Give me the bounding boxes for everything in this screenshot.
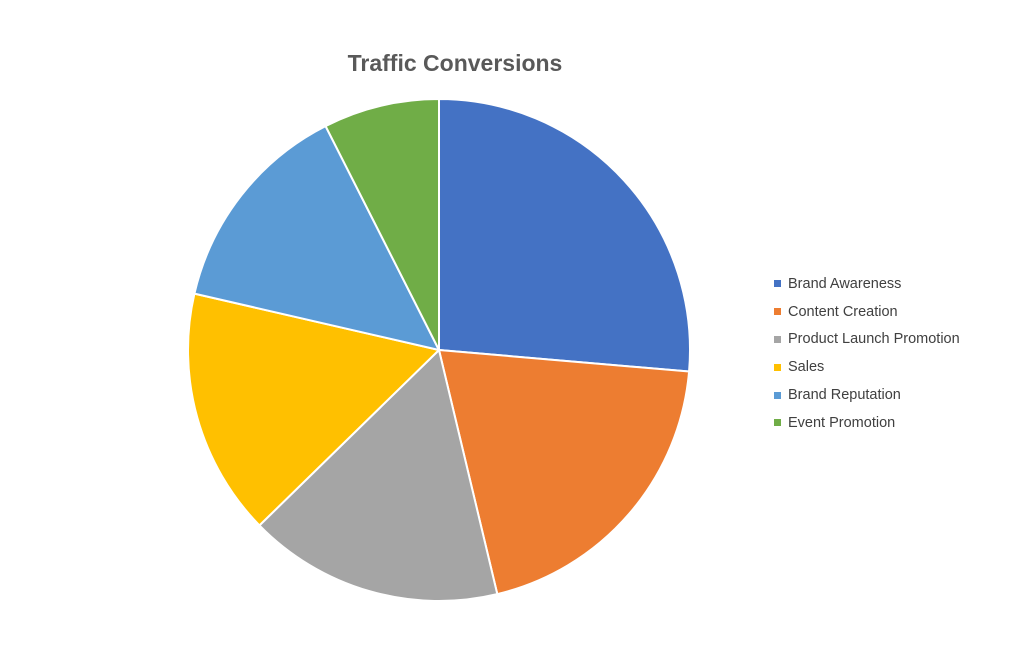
legend-item-event-promotion: Event Promotion [774,409,1014,437]
legend-item-brand-reputation: Brand Reputation [774,381,1014,409]
legend-swatch [774,391,781,399]
pie-slice-brand-reputation [193,125,440,351]
legend-label: Brand Awareness [788,275,902,292]
pie-slice-product-launch-promotion [258,349,499,602]
legend-item-brand-awareness: Brand Awareness [774,270,1014,298]
legend-label: Sales [788,359,825,376]
legend-label: Product Launch Promotion [788,331,960,348]
pie-slice-content-creation [438,349,691,596]
legend-label: Content Creation [788,303,898,320]
legend-swatch [774,308,781,316]
legend-item-product-launch-promotion: Product Launch Promotion [774,326,1014,354]
legend-swatch [774,280,781,288]
legend-item-content-creation: Content Creation [774,298,1014,326]
legend-swatch [774,335,781,343]
legend: Brand Awareness Content Creation Product L… [774,270,1014,437]
pie-slice-sales [187,292,440,527]
legend-swatch [774,363,781,371]
legend-item-sales: Sales [774,353,1014,381]
pie-slice-brand-awareness [438,98,691,373]
pie-slice-event-promotion [324,98,440,351]
legend-swatch [774,419,781,427]
legend-label: Event Promotion [788,414,896,431]
chart-title: Traffic Conversions [347,50,563,76]
legend-label: Brand Reputation [788,387,901,404]
